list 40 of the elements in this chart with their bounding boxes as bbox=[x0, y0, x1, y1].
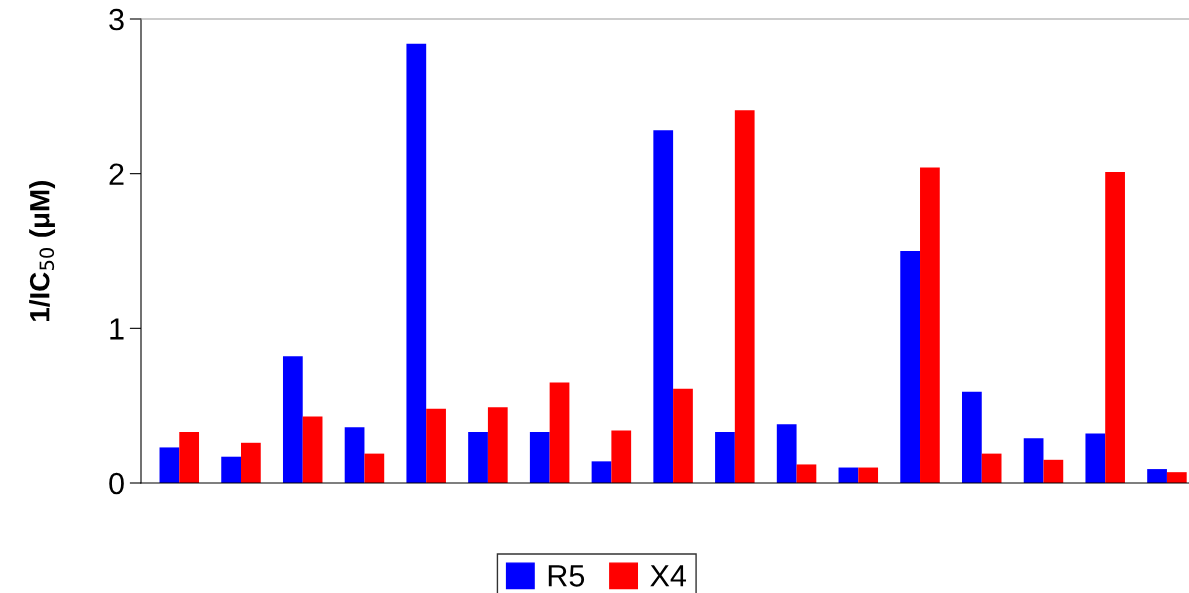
bar bbox=[1147, 469, 1167, 483]
legend-label: R5 bbox=[548, 565, 585, 587]
bar bbox=[900, 251, 921, 483]
bar bbox=[282, 356, 303, 483]
bar bbox=[426, 408, 446, 483]
bar bbox=[981, 453, 1002, 483]
bar bbox=[673, 388, 693, 483]
bar bbox=[179, 431, 200, 483]
bar bbox=[344, 427, 365, 483]
bar bbox=[1105, 172, 1125, 483]
y-axis-title: 1/IC$_{50}$ (μM) bbox=[29, 180, 56, 321]
bar bbox=[920, 167, 940, 483]
bar bbox=[302, 416, 323, 483]
bar bbox=[734, 110, 755, 483]
y-tick-label: 0 bbox=[109, 472, 124, 495]
bar bbox=[241, 442, 261, 483]
bar bbox=[549, 382, 570, 483]
bar bbox=[1166, 472, 1187, 483]
bar bbox=[653, 130, 674, 483]
bar bbox=[487, 407, 508, 483]
y-tick-label: 1 bbox=[110, 318, 124, 340]
bar bbox=[611, 430, 632, 483]
bar bbox=[1085, 433, 1106, 483]
bar bbox=[796, 464, 817, 483]
bar bbox=[364, 453, 385, 483]
bar bbox=[715, 431, 735, 483]
bar bbox=[591, 461, 612, 483]
bar bbox=[406, 43, 427, 483]
bar bbox=[858, 467, 879, 483]
bar bbox=[1043, 459, 1064, 483]
bar bbox=[776, 424, 797, 483]
legend-label: X4 bbox=[650, 565, 687, 587]
bar bbox=[159, 447, 180, 483]
y-tick-label: 3 bbox=[109, 8, 124, 31]
bar bbox=[962, 391, 982, 483]
y-tick-label: 2 bbox=[109, 163, 124, 185]
bar bbox=[221, 456, 241, 483]
bar bbox=[1023, 438, 1044, 483]
bar bbox=[468, 431, 488, 483]
bar bbox=[529, 431, 550, 483]
